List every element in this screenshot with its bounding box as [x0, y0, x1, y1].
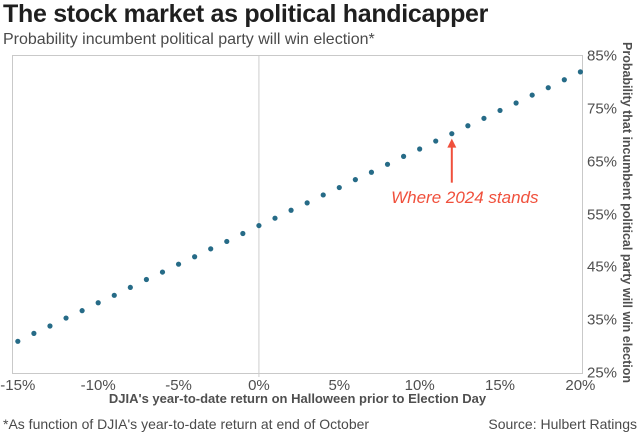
data-point — [529, 92, 535, 98]
y-tick-label: 55% — [587, 206, 618, 223]
data-point — [368, 169, 375, 175]
source-credit: Source: Hulbert Ratings — [488, 416, 637, 432]
data-point — [384, 161, 391, 167]
chart-subtitle: Probability incumbent political party wi… — [3, 31, 375, 48]
annotation-arrow-head — [447, 138, 457, 148]
x-tick-label: 10% — [404, 377, 435, 394]
x-tick-label: -5% — [165, 377, 192, 394]
x-tick-label: 15% — [485, 377, 516, 394]
data-point — [208, 246, 214, 252]
y-tick-label: 75% — [587, 100, 618, 118]
y-tick-label: 65% — [587, 153, 618, 171]
data-point — [577, 69, 583, 75]
data-point — [320, 192, 326, 198]
data-point — [240, 230, 246, 237]
data-point — [513, 100, 519, 106]
y-tick-label: 25% — [587, 364, 618, 382]
data-point — [336, 184, 342, 191]
data-point — [465, 123, 471, 129]
data-point — [175, 261, 182, 267]
data-point — [111, 292, 117, 298]
data-point — [545, 85, 551, 91]
data-point — [79, 308, 85, 314]
data-point — [31, 330, 37, 336]
data-point — [449, 131, 455, 137]
data-point — [352, 177, 358, 183]
data-point — [95, 300, 101, 306]
footnote: *As function of DJIA's year-to-date retu… — [3, 416, 370, 432]
x-tick-label: 0% — [248, 377, 270, 394]
data-point — [304, 200, 310, 206]
scatter-plot-canvas — [15, 56, 583, 377]
y-tick-label: 35% — [587, 311, 618, 329]
data-point — [417, 146, 423, 152]
data-point — [47, 323, 53, 329]
data-point — [127, 284, 133, 291]
data-point — [481, 115, 487, 121]
data-point — [272, 215, 278, 221]
x-tick-label: -10% — [80, 377, 116, 394]
data-point — [159, 269, 166, 275]
data-point — [288, 207, 294, 213]
data-point — [561, 77, 567, 83]
data-point — [63, 315, 69, 321]
x-tick-label: 5% — [328, 377, 351, 394]
data-point — [256, 222, 262, 229]
page-title: The stock market as political handicappe… — [3, 0, 489, 28]
y-tick-label: 45% — [587, 258, 618, 276]
data-point — [433, 138, 439, 144]
x-tick-label: -15% — [0, 377, 36, 394]
data-point — [497, 107, 503, 114]
data-point — [143, 276, 150, 283]
x-axis-title: DJIA's year-to-date return on Halloween … — [108, 391, 487, 406]
plot-area — [12, 55, 583, 377]
data-point — [15, 338, 21, 344]
x-tick-label: 20% — [565, 377, 596, 394]
y-tick-label: 85% — [587, 47, 618, 65]
data-point — [400, 153, 407, 159]
data-point — [224, 238, 230, 245]
annotation-2024-label: Where 2024 stands — [391, 187, 539, 207]
data-point — [192, 254, 198, 260]
y-axis-title: Probability that incumbent political par… — [620, 42, 634, 384]
